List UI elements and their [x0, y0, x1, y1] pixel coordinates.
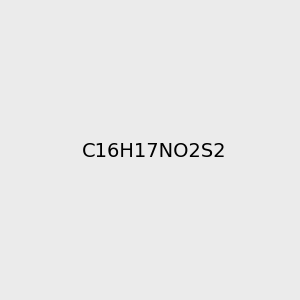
Text: C16H17NO2S2: C16H17NO2S2 [81, 142, 226, 161]
